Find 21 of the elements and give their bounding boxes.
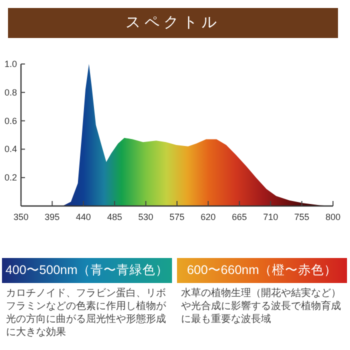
y-tick-label: 0.6 — [4, 116, 17, 126]
text: カロチノイド、フラビン蛋白、リボフラミンなどの色素に作用し植物が光の方向に曲がる屈光性や形態形成に大きな効果 — [6, 287, 167, 339]
x-tick-label: 575 — [169, 212, 185, 222]
x-tick-label: 530 — [138, 212, 154, 222]
x-tick-label: 620 — [200, 212, 216, 222]
x-tick-label: 350 — [13, 212, 29, 222]
x-tick-label: 485 — [107, 212, 122, 222]
x-tick-label: 440 — [76, 212, 91, 222]
x-tick-label: 755 — [294, 212, 310, 222]
x-tick-label: 710 — [263, 212, 278, 222]
y-tick-label: 0.2 — [4, 172, 17, 183]
x-tick-label: 665 — [232, 212, 247, 222]
text: 600〜660nm（橙〜赤色） — [177, 258, 347, 283]
y-tick-label: 0.8 — [4, 87, 17, 98]
y-tick-label: 1.0 — [4, 59, 17, 69]
text: 400〜500nm（青〜青緑色） — [2, 258, 172, 283]
x-tick-label: 800 — [325, 212, 341, 222]
text: 水草の植物生理（開花や結実など）や光合成に影響する波長で植物育成に最も重要な波長域 — [181, 287, 342, 326]
chart-title: スペクトル — [8, 8, 338, 38]
y-tick-label: 0.4 — [4, 144, 17, 154]
x-tick-label: 395 — [44, 212, 60, 222]
